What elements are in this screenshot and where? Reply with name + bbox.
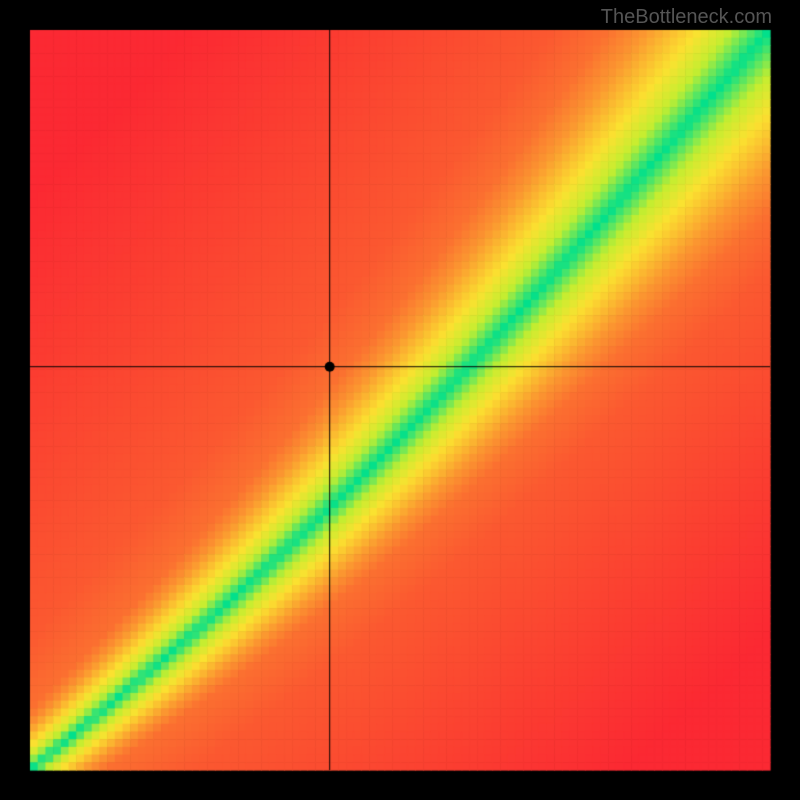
bottleneck-heatmap [0,0,800,800]
chart-container: TheBottleneck.com [0,0,800,800]
watermark-text: TheBottleneck.com [601,6,772,29]
